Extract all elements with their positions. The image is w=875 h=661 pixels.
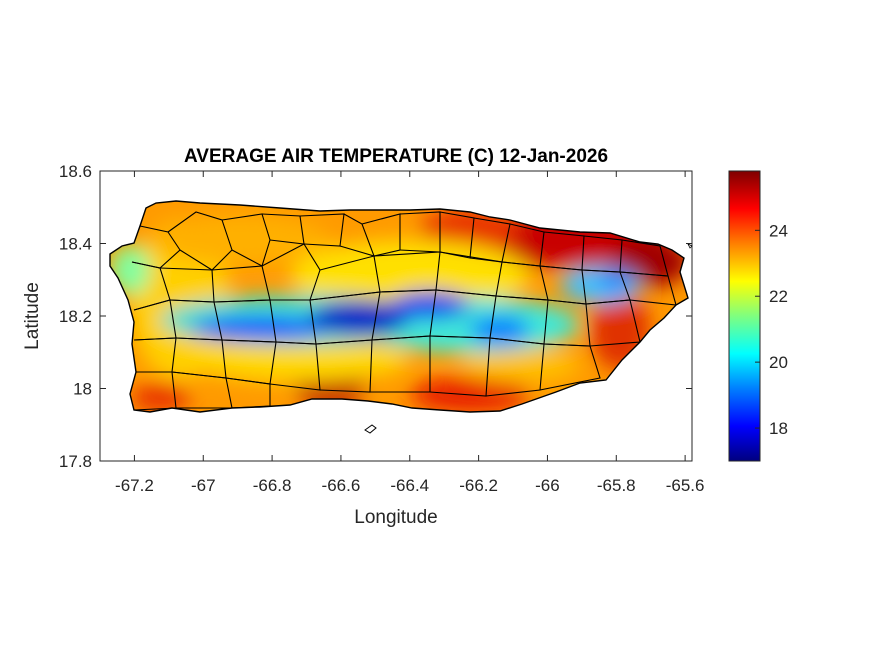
- y-axis: 18.6 18.4 18.2 18 17.8: [59, 162, 692, 471]
- x-tick-label: -65.6: [666, 476, 705, 495]
- municipal-boundaries: [131, 211, 677, 411]
- x-tick-label: -67.2: [115, 476, 154, 495]
- colorbar-tick-label: 20: [769, 353, 788, 372]
- island-coastline: [109, 200, 689, 413]
- temperature-field: [110, 201, 688, 412]
- x-tick-label: -66.2: [459, 476, 498, 495]
- colorbar-ticks: 24 22 20 18: [755, 221, 788, 438]
- x-tick-label: -66.4: [390, 476, 429, 495]
- colorbar: [728, 170, 761, 462]
- small-island: [364, 424, 377, 434]
- x-axis-label: Longitude: [354, 507, 437, 528]
- y-tick-label: 18: [73, 380, 92, 399]
- colorbar-tick-label: 22: [769, 287, 788, 306]
- x-axis: -67.2 -67 -66.8 -66.6 -66.4 -66.2 -66 -65.8 -65.…: [115, 171, 704, 495]
- y-tick-label: 18.6: [59, 162, 92, 181]
- y-tick-label: 18.4: [59, 235, 92, 254]
- y-axis-label: Latitude: [22, 282, 43, 350]
- x-tick-label: -66.8: [253, 476, 292, 495]
- x-tick-label: -66.6: [322, 476, 361, 495]
- x-tick-label: -67: [191, 476, 216, 495]
- small-islet: [687, 243, 693, 249]
- colorbar-tick-label: 18: [769, 419, 788, 438]
- y-tick-label: 18.2: [59, 307, 92, 326]
- x-tick-label: -66: [535, 476, 560, 495]
- map-title: AVERAGE AIR TEMPERATURE (C) 12-Jan-2026: [184, 146, 608, 167]
- x-tick-label: -65.8: [597, 476, 636, 495]
- y-tick-label: 17.8: [59, 452, 92, 471]
- colorbar-tick-label: 24: [769, 221, 788, 240]
